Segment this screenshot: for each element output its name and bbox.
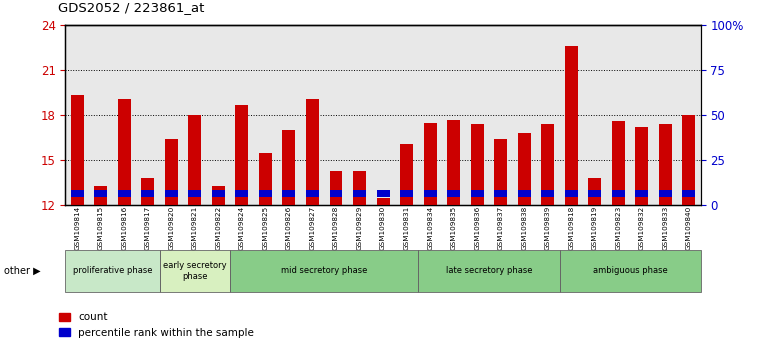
Bar [142,190,154,197]
Bar [682,115,695,205]
Bar [65,250,159,292]
Text: GSM109821: GSM109821 [192,205,198,250]
Bar [71,190,84,197]
Text: GSM109832: GSM109832 [639,205,645,250]
Bar [71,96,84,205]
Bar [494,190,507,197]
Bar [283,190,296,197]
Bar [259,153,272,205]
Text: GSM109839: GSM109839 [544,205,551,250]
Bar [259,190,272,197]
Legend: count, percentile rank within the sample: count, percentile rank within the sample [55,308,258,342]
Bar [424,122,437,205]
Text: GSM109815: GSM109815 [98,205,104,250]
Bar [517,133,531,205]
Text: proliferative phase: proliferative phase [72,266,152,275]
Text: mid secretory phase: mid secretory phase [281,266,367,275]
Bar [541,190,554,197]
Bar [470,124,484,205]
Bar [212,190,225,197]
Text: GSM109827: GSM109827 [310,205,316,250]
Bar [189,190,201,197]
Text: GSM109838: GSM109838 [521,205,527,250]
Bar [353,190,366,197]
Bar [94,190,107,197]
Bar [159,250,230,292]
Text: GSM109818: GSM109818 [568,205,574,250]
Text: other ▶: other ▶ [4,266,41,276]
Bar [330,171,343,205]
Text: GSM109829: GSM109829 [357,205,363,250]
Text: GSM109824: GSM109824 [239,205,245,250]
Bar [447,120,460,205]
Bar [230,250,418,292]
Text: GSM109833: GSM109833 [662,205,668,250]
Bar [659,190,672,197]
Bar [165,190,178,197]
Text: GSM109822: GSM109822 [216,205,222,250]
Bar [212,186,225,205]
Text: GSM109823: GSM109823 [615,205,621,250]
Bar [377,198,390,205]
Text: GSM109825: GSM109825 [263,205,269,250]
Bar [517,190,531,197]
Bar [400,190,413,197]
Bar [565,190,578,197]
Text: GSM109820: GSM109820 [169,205,174,250]
Text: GSM109830: GSM109830 [380,205,386,250]
Text: GDS2052 / 223861_at: GDS2052 / 223861_at [58,1,204,14]
Bar [330,190,343,197]
Text: ambiguous phase: ambiguous phase [593,266,668,275]
Bar [142,178,154,205]
Bar [118,98,131,205]
Text: GSM109840: GSM109840 [686,205,692,250]
Bar [306,190,319,197]
Text: GSM109828: GSM109828 [333,205,339,250]
Text: GSM109814: GSM109814 [74,205,80,250]
Bar [283,130,296,205]
Bar [494,139,507,205]
Bar [635,190,648,197]
Bar [565,46,578,205]
Text: early secretory
phase: early secretory phase [163,261,226,280]
Text: GSM109817: GSM109817 [145,205,151,250]
Bar [236,190,249,197]
Bar [612,190,624,197]
Text: GSM109819: GSM109819 [592,205,598,250]
Text: GSM109816: GSM109816 [121,205,127,250]
Bar [189,115,201,205]
Bar [612,121,624,205]
Bar [236,104,249,205]
Bar [418,250,560,292]
Bar [659,124,672,205]
Bar [118,190,131,197]
Bar [588,190,601,197]
Bar [447,190,460,197]
Text: late secretory phase: late secretory phase [446,266,532,275]
Bar [165,139,178,205]
Bar [588,178,601,205]
Text: GSM109831: GSM109831 [403,205,410,250]
Text: GSM109834: GSM109834 [427,205,434,250]
Bar [560,250,701,292]
Bar [377,190,390,197]
Bar [306,98,319,205]
Text: GSM109826: GSM109826 [286,205,292,250]
Bar [94,186,107,205]
Bar [541,124,554,205]
Bar [400,144,413,205]
Bar [635,127,648,205]
Text: GSM109835: GSM109835 [450,205,457,250]
Bar [424,190,437,197]
Bar [353,171,366,205]
Bar [470,190,484,197]
Text: GSM109837: GSM109837 [497,205,504,250]
Text: GSM109836: GSM109836 [474,205,480,250]
Bar [682,190,695,197]
